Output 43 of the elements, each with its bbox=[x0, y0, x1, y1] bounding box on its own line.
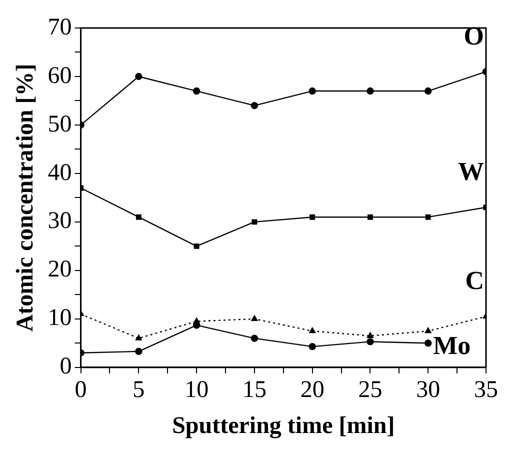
point bbox=[310, 214, 316, 220]
x-tick-label: 10 bbox=[184, 377, 209, 404]
x-tick-label: 20 bbox=[300, 377, 324, 404]
point bbox=[136, 214, 142, 220]
point bbox=[250, 334, 258, 342]
y-axis-title: Atomic concentration [%] bbox=[12, 64, 39, 332]
series-label: Mo bbox=[433, 330, 471, 360]
point bbox=[194, 243, 200, 249]
point bbox=[251, 315, 258, 322]
point bbox=[308, 87, 316, 95]
y-tick-label: 70 bbox=[48, 14, 72, 40]
y-tick-label: 60 bbox=[48, 62, 72, 89]
point bbox=[424, 340, 432, 347]
point bbox=[252, 219, 258, 225]
point bbox=[308, 342, 316, 350]
point bbox=[135, 334, 142, 340]
point bbox=[366, 87, 374, 95]
point bbox=[192, 87, 200, 95]
x-tick-label: 15 bbox=[242, 377, 266, 404]
x-tick-label: 35 bbox=[474, 377, 498, 404]
x-tick-label: 30 bbox=[416, 377, 440, 404]
point bbox=[250, 102, 258, 110]
series-label: C bbox=[465, 266, 484, 296]
point bbox=[367, 332, 374, 338]
y-tick-label: 0 bbox=[60, 354, 72, 380]
series-label: W bbox=[458, 157, 484, 186]
point bbox=[425, 214, 431, 220]
x-tick-label: 25 bbox=[358, 377, 382, 404]
y-tick-label: 30 bbox=[48, 208, 72, 234]
point bbox=[135, 72, 142, 80]
point bbox=[193, 318, 200, 324]
point bbox=[366, 338, 374, 346]
point bbox=[424, 87, 432, 95]
y-tick-label: 20 bbox=[48, 256, 72, 283]
point bbox=[424, 327, 432, 334]
x-tick-label: 5 bbox=[132, 377, 145, 404]
y-tick-label: 10 bbox=[48, 305, 72, 332]
point bbox=[368, 214, 373, 220]
point bbox=[309, 327, 316, 334]
y-tick-label: 40 bbox=[48, 160, 72, 186]
x-axis-title: Sputtering time [min] bbox=[172, 412, 395, 439]
y-tick-label: 50 bbox=[48, 111, 72, 138]
point bbox=[135, 348, 142, 355]
